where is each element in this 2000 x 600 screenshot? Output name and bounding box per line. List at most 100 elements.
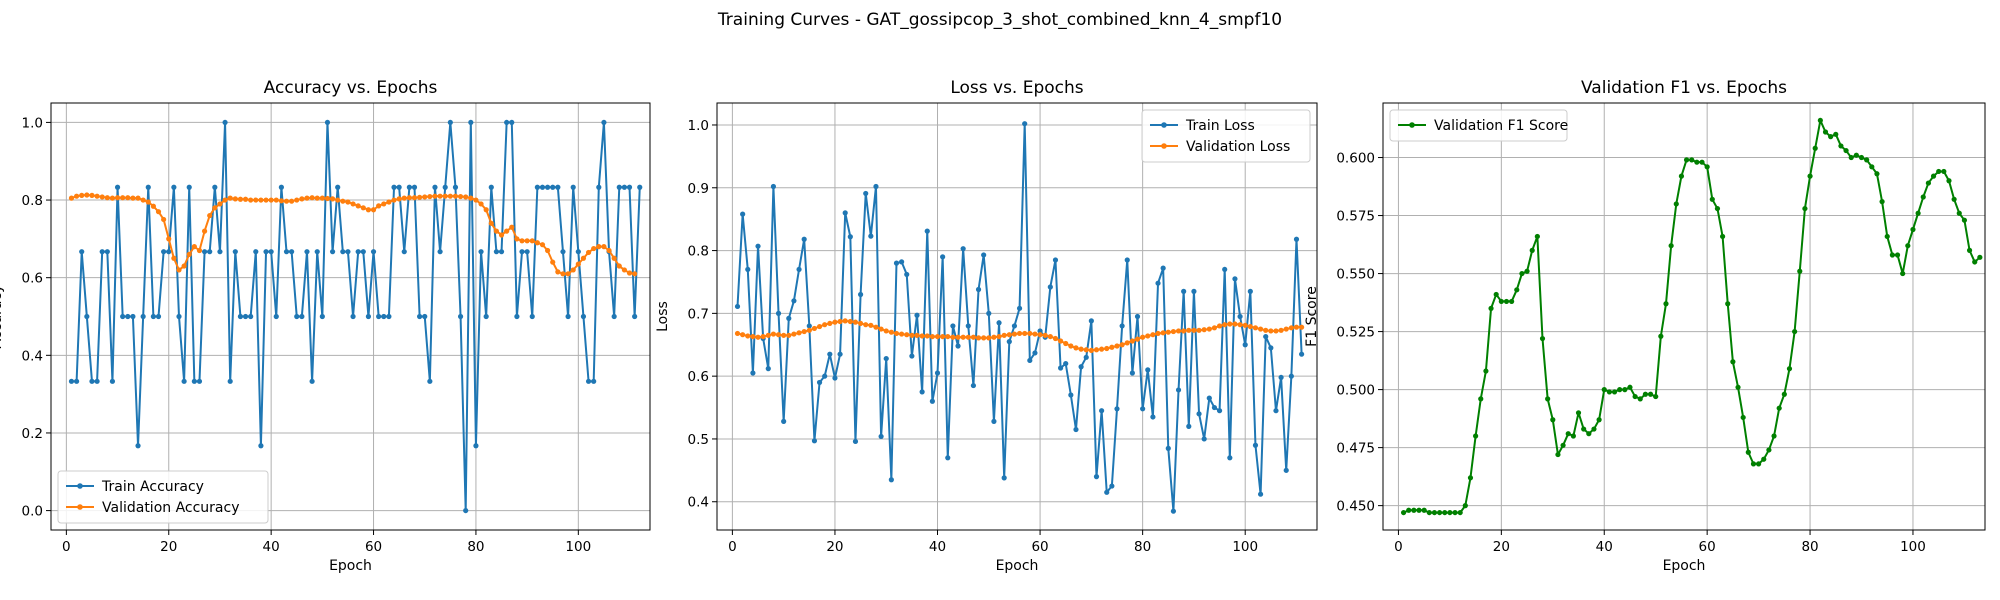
data-point	[1047, 284, 1053, 290]
data-point	[278, 198, 284, 204]
data-point	[120, 195, 126, 201]
data-point	[1170, 328, 1177, 335]
data-point	[201, 228, 208, 234]
data-point	[504, 228, 510, 234]
data-point	[1129, 338, 1135, 344]
legend: Train Loss Validation Loss	[1141, 109, 1311, 163]
legend-box	[1141, 109, 1311, 163]
data-point	[273, 197, 279, 203]
data-point	[822, 373, 828, 379]
data-point	[207, 249, 213, 255]
data-point	[637, 184, 643, 190]
data-point	[125, 195, 131, 201]
data-point	[1694, 159, 1700, 165]
data-point	[452, 184, 459, 190]
data-point	[463, 507, 469, 514]
legend-label: Validation Accuracy	[102, 500, 240, 516]
data-point	[626, 184, 633, 190]
data-point	[1160, 265, 1166, 271]
data-point	[1011, 331, 1018, 337]
data-point	[550, 184, 556, 190]
data-point	[171, 255, 177, 261]
data-point	[217, 201, 223, 207]
data-point	[601, 119, 607, 126]
data-point	[575, 249, 581, 255]
data-point	[411, 184, 418, 190]
series-validation-accuracy	[68, 192, 638, 277]
data-point	[263, 197, 269, 203]
data-point	[1431, 509, 1438, 516]
data-point	[1165, 445, 1171, 451]
data-point	[114, 195, 121, 201]
data-point	[1565, 431, 1571, 437]
data-point	[1237, 322, 1243, 328]
data-point	[1273, 408, 1279, 414]
data-point	[519, 238, 525, 244]
x-axis-label: Epoch	[996, 558, 1039, 574]
data-point	[1488, 305, 1494, 311]
data-point	[585, 249, 592, 256]
data-point	[539, 242, 546, 248]
data-point	[237, 196, 244, 202]
data-point	[734, 303, 741, 310]
data-point	[1848, 154, 1854, 161]
data-point	[621, 184, 628, 190]
series-train-loss	[734, 121, 1305, 514]
data-point	[442, 184, 448, 190]
data-point	[832, 375, 838, 381]
data-point	[1632, 393, 1638, 400]
data-point	[355, 249, 361, 255]
data-point	[1052, 257, 1059, 263]
data-point	[268, 249, 274, 255]
data-point	[1668, 243, 1674, 249]
data-point	[1653, 393, 1659, 400]
data-point	[1905, 243, 1911, 249]
data-point	[1766, 447, 1772, 453]
data-point	[1400, 509, 1407, 516]
data-point	[442, 193, 448, 199]
data-point	[283, 249, 290, 255]
data-point	[786, 315, 792, 321]
legend: Validation F1 Score	[1389, 109, 1568, 142]
data-point	[555, 269, 561, 275]
data-point	[1776, 405, 1782, 411]
data-point	[1545, 396, 1551, 402]
data-point	[309, 195, 315, 201]
data-point	[289, 249, 295, 255]
data-point	[1740, 414, 1746, 421]
data-point	[1016, 305, 1023, 311]
data-point	[1725, 301, 1731, 307]
data-point	[401, 195, 407, 201]
data-point	[191, 378, 197, 384]
data-point	[1134, 336, 1141, 342]
data-point	[314, 249, 320, 255]
data-point	[340, 198, 346, 204]
data-point	[176, 267, 182, 273]
y-tick-label: 0.7	[688, 306, 709, 322]
data-point	[84, 192, 90, 198]
data-point	[355, 203, 361, 209]
data-point	[161, 249, 167, 255]
data-point	[1761, 456, 1767, 462]
data-point	[145, 184, 151, 190]
data-point	[929, 333, 935, 340]
legend-swatch-marker	[1161, 122, 1167, 128]
data-point	[1278, 374, 1284, 381]
y-tick-label: 0.6	[22, 271, 43, 287]
data-point	[314, 195, 320, 201]
data-point	[1206, 395, 1212, 401]
data-point	[801, 236, 807, 242]
subplot-title: Loss vs. Epochs	[950, 78, 1083, 98]
data-point	[545, 247, 551, 254]
data-point	[596, 184, 602, 190]
data-point	[1822, 129, 1829, 135]
data-point	[1134, 313, 1141, 320]
data-point	[391, 197, 397, 203]
data-point	[89, 192, 95, 198]
data-point	[181, 263, 187, 269]
data-point	[796, 266, 802, 273]
data-point	[1263, 327, 1269, 333]
series-validation-loss	[734, 318, 1305, 354]
data-point	[1057, 365, 1064, 371]
data-point	[509, 224, 515, 230]
